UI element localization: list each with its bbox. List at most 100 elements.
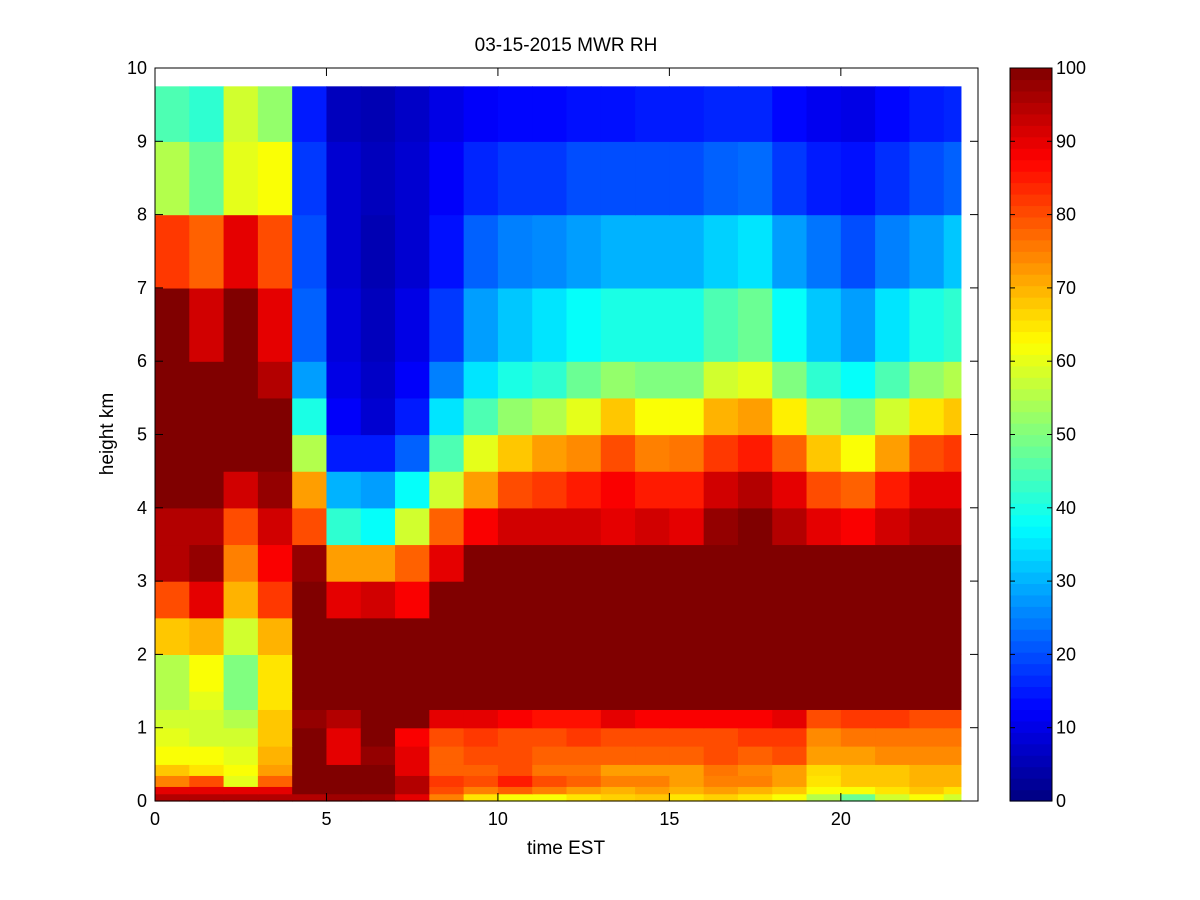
heatmap-cell (429, 786, 465, 795)
heatmap-cell (497, 471, 533, 509)
heatmap-cell (223, 361, 259, 399)
heatmap-cell (737, 507, 773, 546)
heatmap-cell (669, 786, 705, 795)
heatmap-cell (875, 507, 911, 546)
heatmap-cell (772, 709, 808, 729)
colorbar-tick-label: 70 (1056, 278, 1076, 298)
heatmap-cell (326, 214, 362, 289)
y-axis-label: height km (97, 393, 118, 475)
colorbar-segment (1010, 652, 1052, 665)
heatmap-cell (326, 471, 362, 509)
heatmap-cell (223, 471, 259, 509)
heatmap-cell (292, 581, 328, 619)
colorbar-tick-label: 30 (1056, 571, 1076, 591)
heatmap-cell (292, 287, 328, 362)
heatmap-cell (669, 397, 705, 436)
heatmap-cell (360, 746, 396, 765)
heatmap-cell (497, 764, 533, 776)
heatmap-cell (806, 764, 842, 776)
heatmap-cell (566, 581, 602, 619)
colorbar-segment (1010, 331, 1052, 344)
colorbar-segment (1010, 228, 1052, 241)
heatmap-cell (395, 434, 430, 472)
heatmap-cell (772, 746, 808, 765)
heatmap-cell (875, 434, 911, 472)
heatmap-cell (566, 727, 602, 747)
heatmap-cell (943, 775, 962, 787)
colorbar-segment (1010, 274, 1052, 287)
heatmap-cell (737, 764, 773, 776)
heatmap-cell (909, 691, 945, 710)
heatmap-cell (292, 141, 328, 216)
heatmap-cell (566, 775, 602, 787)
heatmap-cell (292, 434, 328, 472)
heatmap-cell (155, 617, 190, 655)
colorbar-segment (1010, 159, 1052, 172)
heatmap-cell (463, 709, 499, 729)
heatmap-cell (189, 617, 225, 655)
heatmap-cell (326, 86, 362, 142)
heatmap-cell (600, 361, 636, 399)
colorbar-tick-label: 60 (1056, 351, 1076, 371)
heatmap-cell (840, 786, 876, 795)
y-tick-label: 0 (137, 791, 147, 811)
heatmap-cell (497, 617, 533, 655)
heatmap-cell (326, 709, 362, 729)
colorbar-segment (1010, 789, 1052, 802)
colorbar-segment (1010, 549, 1052, 562)
heatmap-cell (360, 287, 396, 362)
heatmap-cell (703, 287, 739, 362)
heatmap-cell (909, 727, 945, 747)
heatmap-cell (360, 544, 396, 582)
heatmap-cell (155, 544, 190, 582)
heatmap-cell (669, 214, 705, 289)
heatmap-cell (875, 775, 911, 787)
heatmap-cell (772, 793, 808, 802)
heatmap-cell (497, 397, 533, 436)
heatmap-cell (600, 507, 636, 546)
heatmap-cell (909, 793, 945, 802)
heatmap-cell (257, 507, 293, 546)
heatmap-cell (395, 727, 430, 747)
heatmap-cell (360, 86, 396, 142)
heatmap-cell (189, 361, 225, 399)
heatmap-cell (943, 746, 962, 765)
heatmap-cell (257, 617, 293, 655)
heatmap-cell (360, 141, 396, 216)
heatmap-cell (532, 764, 568, 776)
heatmap-cell (600, 775, 636, 787)
heatmap-cell (155, 287, 190, 362)
colorbar-segment (1010, 136, 1052, 149)
colorbar-segment (1010, 377, 1052, 390)
heatmap-cell (909, 764, 945, 776)
heatmap-cell (772, 544, 808, 582)
colorbar-segment (1010, 365, 1052, 378)
heatmap-cell (943, 793, 962, 802)
heatmap-cell (840, 793, 876, 802)
heatmap-cell (703, 86, 739, 142)
heatmap-cell (292, 775, 328, 787)
heatmap-cell (566, 617, 602, 655)
heatmap-cell (737, 361, 773, 399)
heatmap-cell (463, 654, 499, 692)
heatmap-cell (257, 471, 293, 509)
heatmap-cell (943, 581, 962, 619)
heatmap-cell (909, 361, 945, 399)
heatmap-cell (737, 581, 773, 619)
heatmap-cell (429, 793, 465, 802)
colorbar-segment (1010, 732, 1052, 745)
heatmap-cell (360, 709, 396, 729)
heatmap-cell (772, 86, 808, 142)
heatmap-cell (429, 691, 465, 710)
heatmap-cell (189, 214, 225, 289)
colorbar-tick-label: 100 (1056, 58, 1086, 78)
heatmap-cell (669, 141, 705, 216)
x-tick-label: 5 (321, 809, 331, 829)
heatmap-cell (223, 287, 259, 362)
heatmap-cell (223, 86, 259, 142)
heatmap-cell (772, 287, 808, 362)
heatmap-cell (840, 471, 876, 509)
heatmap-cell (909, 775, 945, 787)
heatmap-cell (806, 507, 842, 546)
colorbar-segment (1010, 514, 1052, 527)
